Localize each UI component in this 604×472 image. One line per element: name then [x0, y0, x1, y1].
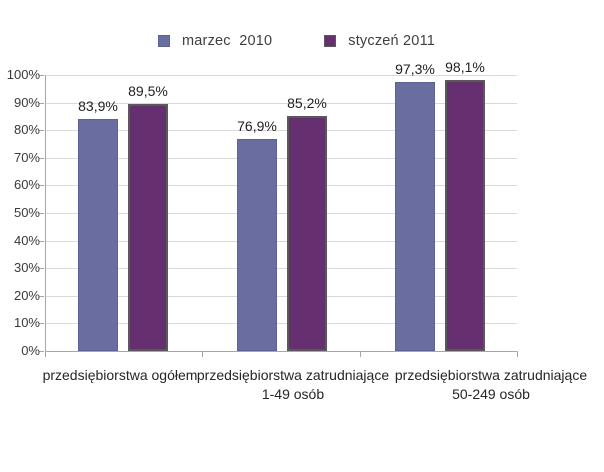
bar-styczen-2011-0 [128, 104, 168, 351]
y-axis-tick [39, 268, 44, 270]
category-label-line: przedsiębiorstwa zatrudniające [394, 367, 588, 383]
y-tick-label: 0% [21, 343, 40, 358]
value-label: 76,9% [237, 118, 277, 134]
x-axis-tick [45, 352, 46, 357]
value-label: 85,2% [287, 95, 327, 111]
gridline [46, 323, 517, 325]
y-tick-label: 100% [6, 67, 40, 82]
gridline [46, 102, 517, 104]
y-axis-tick [39, 240, 44, 242]
value-label: 98,1% [445, 59, 485, 75]
y-tick-label: 10% [13, 315, 40, 331]
gridline [46, 75, 517, 76]
bar-marzec-2010-1 [237, 139, 277, 351]
gridline [46, 185, 517, 187]
y-axis [45, 75, 46, 351]
bar-styczen-2011-2 [445, 80, 485, 351]
y-tick-label: 90% [13, 94, 40, 110]
category-label-0: przedsiębiorstwa ogółem [43, 366, 198, 385]
y-axis-tick [39, 75, 44, 76]
y-tick-label: 70% [13, 149, 40, 165]
y-axis-tick [39, 157, 44, 159]
y-axis-tick [39, 295, 44, 297]
y-tick-label: 60% [13, 177, 40, 193]
y-axis-tick [39, 102, 44, 104]
gridline [46, 130, 517, 132]
x-axis [45, 351, 518, 352]
legend-label-marzec-2010: marzec 2010 [182, 33, 273, 49]
category-label-line: przedsiębiorstwa zatrudniające [196, 367, 390, 383]
category-label-line: 50-249 osób [452, 386, 530, 402]
value-label: 97,3% [395, 61, 435, 77]
category-label-line: 1-49 osób [261, 386, 325, 402]
gridline [46, 268, 517, 270]
value-label: 89,5% [128, 83, 168, 99]
bar-styczen-2011-1 [287, 116, 327, 351]
y-axis-tick [39, 213, 44, 214]
x-axis-tick [360, 352, 361, 357]
gridline [46, 213, 517, 214]
chart-legend: marzec 2010 styczeń 2011 [158, 31, 435, 51]
bar-marzec-2010-2 [395, 82, 435, 351]
y-tick-label: 40% [13, 232, 40, 248]
legend-label-styczen-2011: styczeń 2011 [348, 33, 436, 49]
y-axis-tick [39, 130, 44, 132]
y-tick-label: 50% [13, 205, 40, 220]
y-tick-label: 30% [13, 260, 40, 276]
bar-marzec-2010-0 [78, 119, 118, 351]
x-axis-tick [202, 352, 203, 357]
gridline [46, 295, 517, 297]
legend-swatch-marzec-2010-icon [158, 35, 170, 47]
category-label-line: przedsiębiorstwa ogółem [42, 367, 198, 383]
y-axis-tick [39, 351, 44, 352]
category-label-1: przedsiębiorstwa zatrudniające 1-49 osób [197, 366, 389, 404]
y-tick-label: 80% [13, 122, 40, 138]
value-label: 83,9% [78, 98, 118, 114]
gridline [46, 240, 517, 242]
category-label-2: przedsiębiorstwa zatrudniające 50-249 osó… [395, 366, 587, 404]
y-axis-tick [39, 185, 44, 187]
x-axis-tick [517, 352, 518, 357]
gridline [46, 157, 517, 159]
legend-item-marzec-2010: marzec 2010 [158, 33, 272, 49]
legend-item-styczen-2011: styczeń 2011 [324, 33, 435, 49]
legend-swatch-styczen-2011-icon [324, 35, 337, 47]
y-tick-label: 20% [13, 287, 40, 303]
y-axis-tick [39, 323, 44, 325]
